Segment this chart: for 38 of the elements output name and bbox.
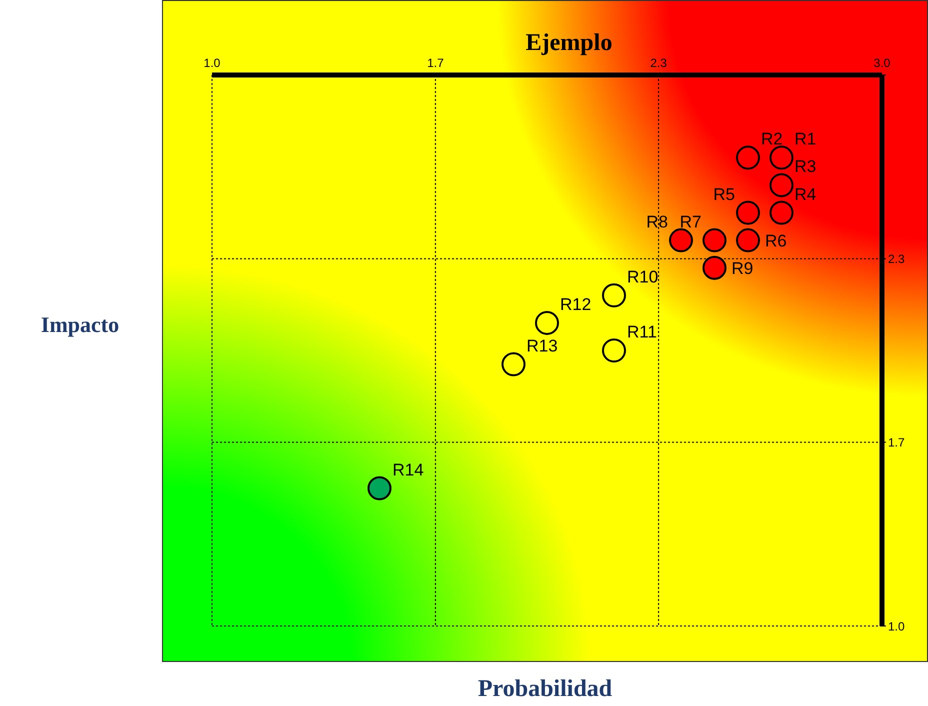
series-label: R5 <box>713 184 735 204</box>
series-label: R13 <box>526 336 558 356</box>
point <box>502 352 526 376</box>
point <box>770 200 794 225</box>
x-tick-label: 2.3 <box>650 56 668 70</box>
series-label: R9 <box>732 258 754 278</box>
point <box>602 338 626 362</box>
point <box>702 228 726 252</box>
x-axis-title: Probabilidad <box>476 676 614 703</box>
point <box>535 310 559 335</box>
y-tick-label: 1.7 <box>888 436 906 450</box>
point <box>770 173 794 198</box>
series-label: R14 <box>392 460 424 480</box>
series-label: R2 <box>761 130 783 149</box>
x-tick-label: 1.7 <box>427 56 444 70</box>
series-label: R7 <box>680 212 702 232</box>
point <box>669 228 693 252</box>
chart-title: Ejemplo <box>524 30 614 57</box>
point <box>602 283 626 308</box>
series-label: R3 <box>794 157 816 176</box>
x-tick-label: 1.0 <box>204 56 221 70</box>
point <box>736 146 760 170</box>
point <box>770 146 794 170</box>
series-label: R12 <box>560 294 592 314</box>
series-label: R10 <box>627 267 658 286</box>
point <box>736 200 760 225</box>
y-axis-title: Impacto <box>40 312 120 338</box>
y-tick-label: 2.3 <box>888 252 906 266</box>
point <box>368 476 392 500</box>
series-label: R4 <box>794 184 816 204</box>
series-label: R6 <box>765 231 787 250</box>
point <box>736 228 760 252</box>
series-label: R1 <box>794 130 816 149</box>
y-tick-label: 1.0 <box>888 619 906 634</box>
point <box>702 256 726 280</box>
series-label: R8 <box>646 212 668 232</box>
series-label: R11 <box>627 322 657 342</box>
x-tick-label: 3.0 <box>874 56 891 70</box>
